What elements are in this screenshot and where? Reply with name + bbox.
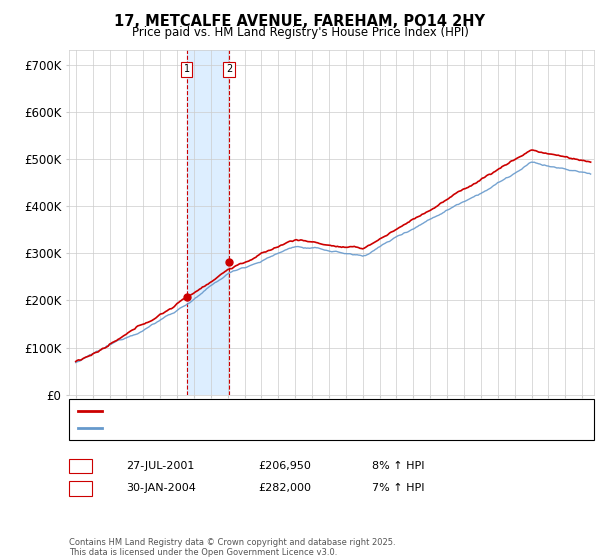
Text: 7% ↑ HPI: 7% ↑ HPI [372,483,425,493]
Bar [187,50,229,395]
Text: £206,950: £206,950 [258,461,311,471]
Text: 8% ↑ HPI: 8% ↑ HPI [372,461,425,471]
Text: 17, METCALFE AVENUE, FAREHAM, PO14 2HY: 17, METCALFE AVENUE, FAREHAM, PO14 2HY [115,14,485,29]
Text: £282,000: £282,000 [258,483,311,493]
Text: 1: 1 [77,461,84,471]
Text: Price paid vs. HM Land Registry's House Price Index (HPI): Price paid vs. HM Land Registry's House … [131,26,469,39]
Text: HPI: Average price, detached house, Fareham: HPI: Average price, detached house, Fare… [108,423,346,433]
Text: 1: 1 [184,64,190,74]
Text: 2: 2 [77,483,84,493]
Text: 17, METCALFE AVENUE, FAREHAM, PO14 2HY (detached house): 17, METCALFE AVENUE, FAREHAM, PO14 2HY (… [108,405,436,416]
Text: 27-JUL-2001: 27-JUL-2001 [126,461,194,471]
Text: 30-JAN-2004: 30-JAN-2004 [126,483,196,493]
Text: Contains HM Land Registry data © Crown copyright and database right 2025.
This d: Contains HM Land Registry data © Crown c… [69,538,395,557]
Text: 2: 2 [226,64,232,74]
